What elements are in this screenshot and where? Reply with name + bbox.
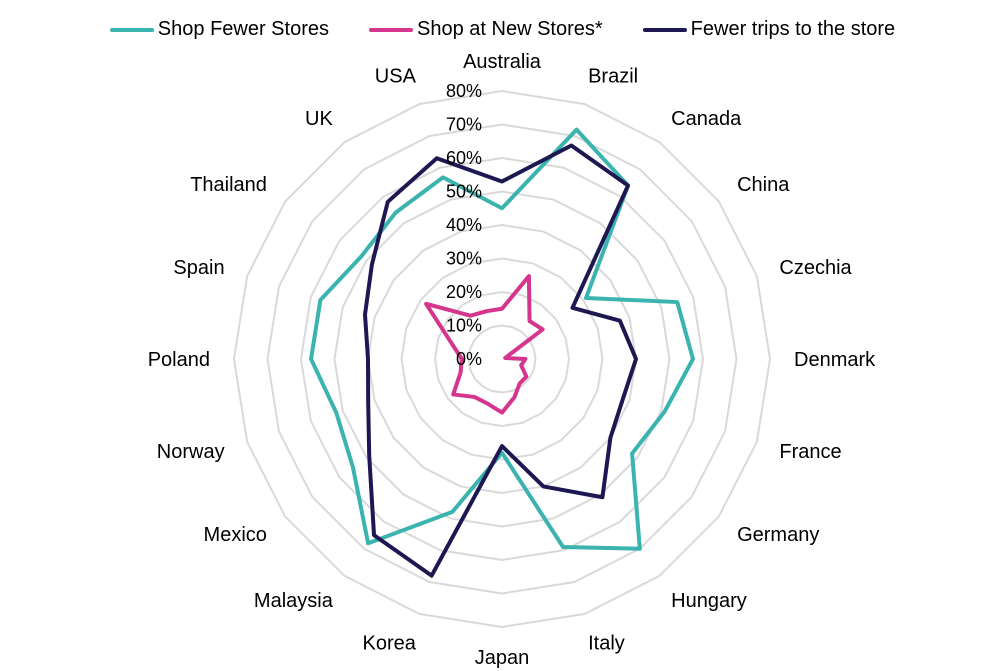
legend-swatch-shop-fewer-stores [109,27,154,32]
category-label: Norway [157,441,225,463]
tick-label: 10% [446,316,482,336]
series-line-2 [363,143,638,578]
series-layer [309,127,695,578]
category-label: France [779,441,841,463]
legend-item-fewer-trips[interactable]: Fewer trips to the store [642,18,896,41]
category-label: Brazil [588,66,638,88]
category-label: Italy [588,632,625,654]
series-line-0 [309,127,695,551]
legend-item-shop-fewer-stores[interactable]: Shop Fewer Stores [109,18,329,41]
tick-label: 20% [446,282,482,302]
category-label: Korea [363,632,417,654]
category-label: Hungary [671,590,747,612]
tick-label: 60% [446,148,482,168]
category-label: Australia [463,51,542,73]
category-label: UK [305,108,333,130]
category-label: China [737,174,790,196]
series-line-1 [424,274,545,415]
category-label: Germany [737,524,819,546]
grid-ring [467,324,537,394]
category-label: Japan [475,647,530,669]
tick-label: 40% [446,215,482,235]
category-label: Mexico [204,524,267,546]
category-label: Poland [148,349,210,371]
grid-ring [433,290,571,428]
category-label: Canada [671,108,742,130]
legend: Shop Fewer Stores Shop at New Stores* Fe… [0,18,1005,41]
category-label: Malaysia [254,590,334,612]
legend-label-fewer-trips: Fewer trips to the store [690,18,896,40]
category-label: USA [375,66,417,88]
legend-label-shop-fewer-stores: Shop Fewer Stores [157,18,329,40]
tick-label: 50% [446,182,482,202]
legend-swatch-fewer-trips [642,27,687,32]
tick-label: 70% [446,115,482,135]
category-layer: Australia Brazil Canada China Czechia Denmark… [148,51,876,669]
legend-item-shop-at-new-stores[interactable]: Shop at New Stores* [369,18,603,41]
tick-label: 30% [446,249,482,269]
legend-label-shop-at-new-stores: Shop at New Stores* [417,18,603,40]
category-label: Czechia [779,257,852,279]
category-label: Denmark [794,349,876,371]
tick-label: 80% [446,81,482,101]
grid-ring [266,123,738,595]
tick-layer: 0% 10% 20% 30% 40% 50% 60% 70% 80% [446,81,482,369]
grid-ring [232,89,772,629]
grid-ring [400,257,604,461]
grid-ring [333,190,671,528]
grid-layer [232,89,772,629]
category-label: Thailand [190,174,267,196]
category-label: Spain [173,257,224,279]
grid-ring [366,223,638,495]
tick-label: 0% [456,349,482,369]
legend-swatch-shop-at-new-stores [369,27,413,32]
grid-ring [299,156,705,562]
